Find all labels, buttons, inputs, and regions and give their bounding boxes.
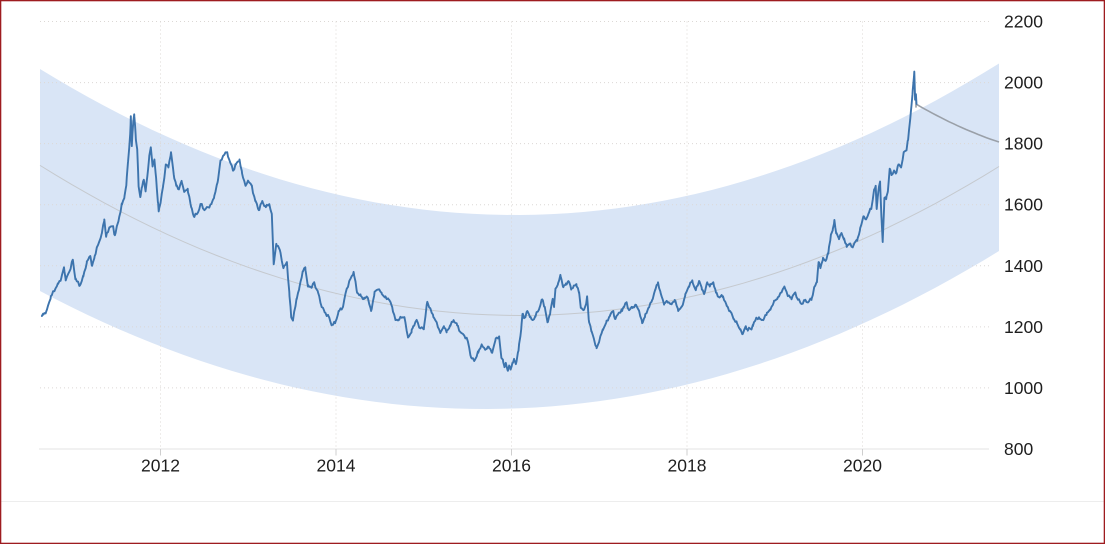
svg-text:1200: 1200 [1004, 317, 1043, 337]
svg-text:2012: 2012 [141, 456, 180, 476]
svg-text:2018: 2018 [668, 456, 707, 476]
svg-text:1000: 1000 [1004, 378, 1043, 398]
svg-text:2000: 2000 [1004, 73, 1043, 93]
svg-text:1400: 1400 [1004, 256, 1043, 276]
svg-text:2020: 2020 [843, 456, 882, 476]
svg-text:2200: 2200 [1004, 12, 1043, 32]
svg-text:1600: 1600 [1004, 195, 1043, 215]
svg-text:800: 800 [1004, 439, 1033, 459]
svg-text:2016: 2016 [492, 456, 531, 476]
svg-text:2014: 2014 [317, 456, 356, 476]
svg-text:1800: 1800 [1004, 134, 1043, 154]
